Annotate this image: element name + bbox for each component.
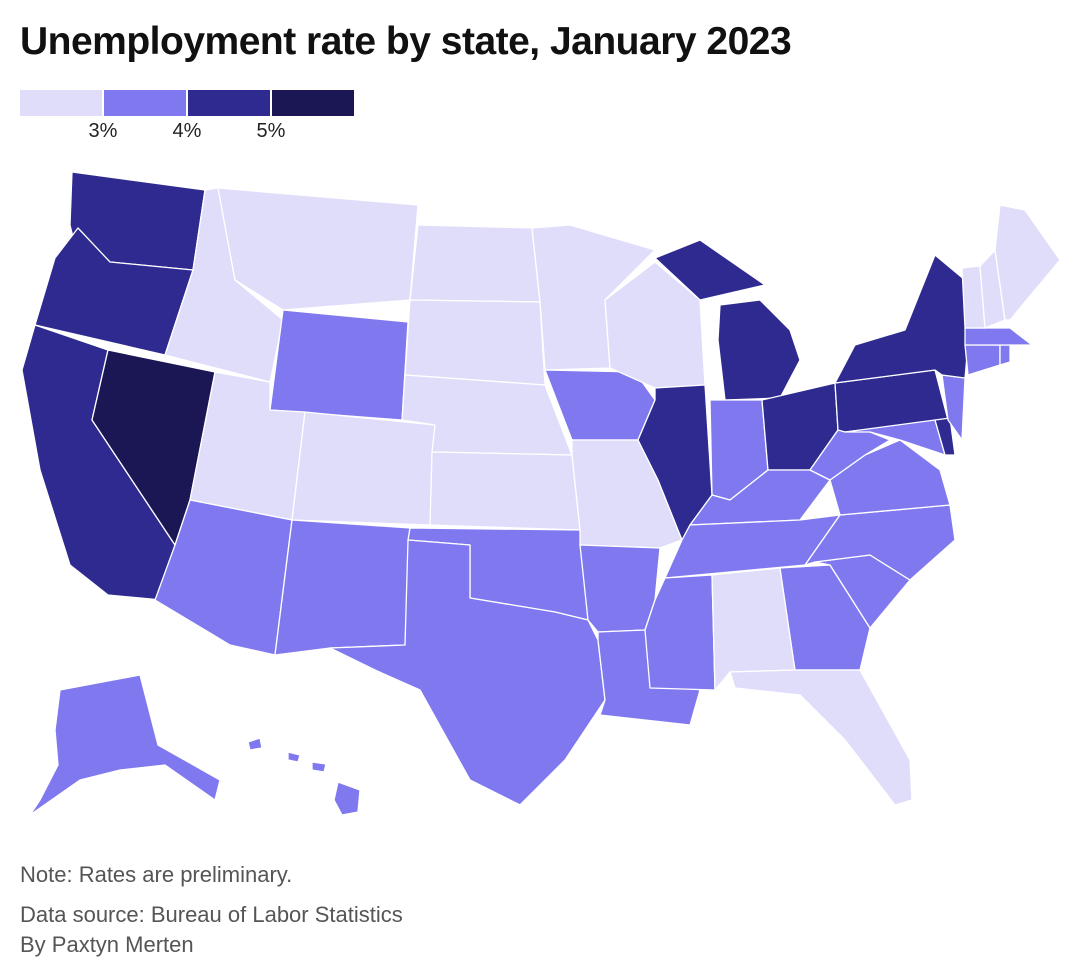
us-map	[0, 160, 1080, 840]
color-legend: 3% 4% 5%	[20, 90, 360, 150]
state-md[interactable]	[844, 419, 946, 456]
state-tx[interactable]	[329, 539, 606, 806]
state-hi[interactable]	[247, 737, 361, 816]
state-fl[interactable]	[729, 669, 913, 806]
state-ak[interactable]	[29, 674, 221, 816]
state-mi[interactable]	[654, 239, 801, 401]
state-ri[interactable]	[999, 344, 1011, 366]
legend-swatch-high	[188, 90, 270, 116]
state-ny[interactable]	[834, 254, 969, 384]
state-nm[interactable]	[274, 519, 411, 656]
legend-tick-3: 3%	[88, 120, 118, 142]
state-sd[interactable]	[404, 299, 546, 386]
legend-tick-4: 4%	[172, 120, 202, 142]
state-ks[interactable]	[429, 451, 581, 531]
byline-text: By Paxtyn Merten	[20, 932, 194, 957]
legend-swatch-highest	[272, 90, 354, 116]
note-text: Note: Rates are preliminary.	[20, 862, 293, 887]
state-me[interactable]	[994, 204, 1061, 321]
state-ga[interactable]	[779, 564, 871, 671]
legend-swatch-lowest	[20, 90, 102, 116]
legend-tick-5: 5%	[256, 120, 286, 142]
state-ct[interactable]	[964, 344, 1001, 376]
source-text: Data source: Bureau of Labor Statistics	[20, 902, 403, 927]
state-mt[interactable]	[217, 187, 419, 311]
state-co[interactable]	[291, 411, 436, 526]
state-nd[interactable]	[409, 224, 541, 303]
us-map-svg	[21, 171, 1061, 816]
state-ma[interactable]	[964, 327, 1033, 346]
state-de[interactable]	[934, 417, 956, 456]
legend-swatch-low	[104, 90, 186, 116]
chart-title: Unemployment rate by state, January 2023	[20, 20, 792, 63]
state-wy[interactable]	[269, 309, 409, 421]
